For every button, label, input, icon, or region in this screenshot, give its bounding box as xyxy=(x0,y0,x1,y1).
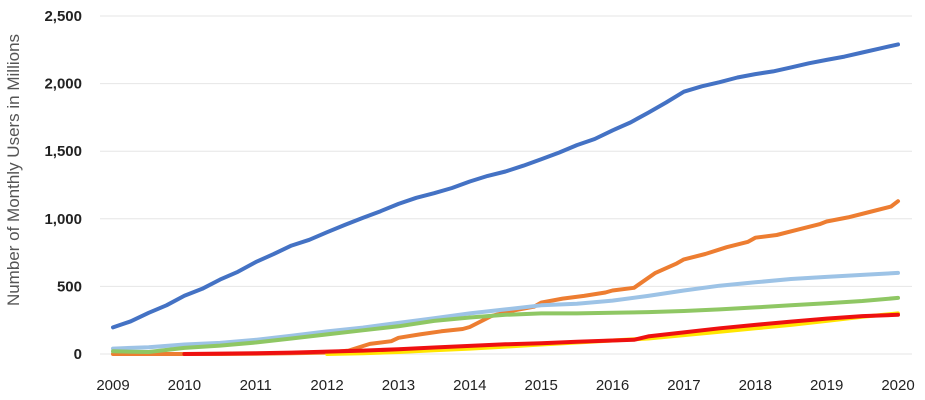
x-tick-label: 2015 xyxy=(524,377,557,394)
x-tick-label: 2011 xyxy=(240,377,272,394)
y-tick-label: 1,000 xyxy=(44,211,82,228)
x-tick-label: 2018 xyxy=(739,377,772,394)
x-tick-label: 2017 xyxy=(667,377,700,394)
y-tick-label: 0 xyxy=(74,346,82,363)
series-line-4 xyxy=(111,295,900,354)
x-tick-label: 2014 xyxy=(453,377,486,394)
x-axis-tick-labels: 2009 2010 2011 2012 2013 2014 2015 2016 2017 2018… xyxy=(96,377,914,394)
series-line-2 xyxy=(111,199,900,356)
x-tick-label: 2012 xyxy=(310,377,343,394)
x-tick-label: 2013 xyxy=(382,377,415,394)
series-line-3 xyxy=(111,270,900,351)
y-tick-label: 2,000 xyxy=(44,76,82,93)
y-tick-label: 500 xyxy=(57,278,82,295)
x-tick-label: 2009 xyxy=(96,377,129,394)
series-line-6 xyxy=(182,312,900,356)
y-tick-label: 2,500 xyxy=(44,8,82,25)
y-axis-tick-labels: 0 500 1,000 1,500 2,000 2,500 xyxy=(44,8,82,363)
grid-lines xyxy=(100,15,912,355)
x-tick-label: 2019 xyxy=(810,377,843,394)
x-tick-label: 2010 xyxy=(168,377,201,394)
y-tick-label: 1,500 xyxy=(44,143,82,160)
y-axis-title: Number of Monthly Users in Millions xyxy=(4,34,23,306)
series-line-1 xyxy=(111,42,900,330)
x-tick-label: 2020 xyxy=(881,377,914,394)
x-tick-label: 2016 xyxy=(596,377,629,394)
series-lines xyxy=(111,42,900,356)
